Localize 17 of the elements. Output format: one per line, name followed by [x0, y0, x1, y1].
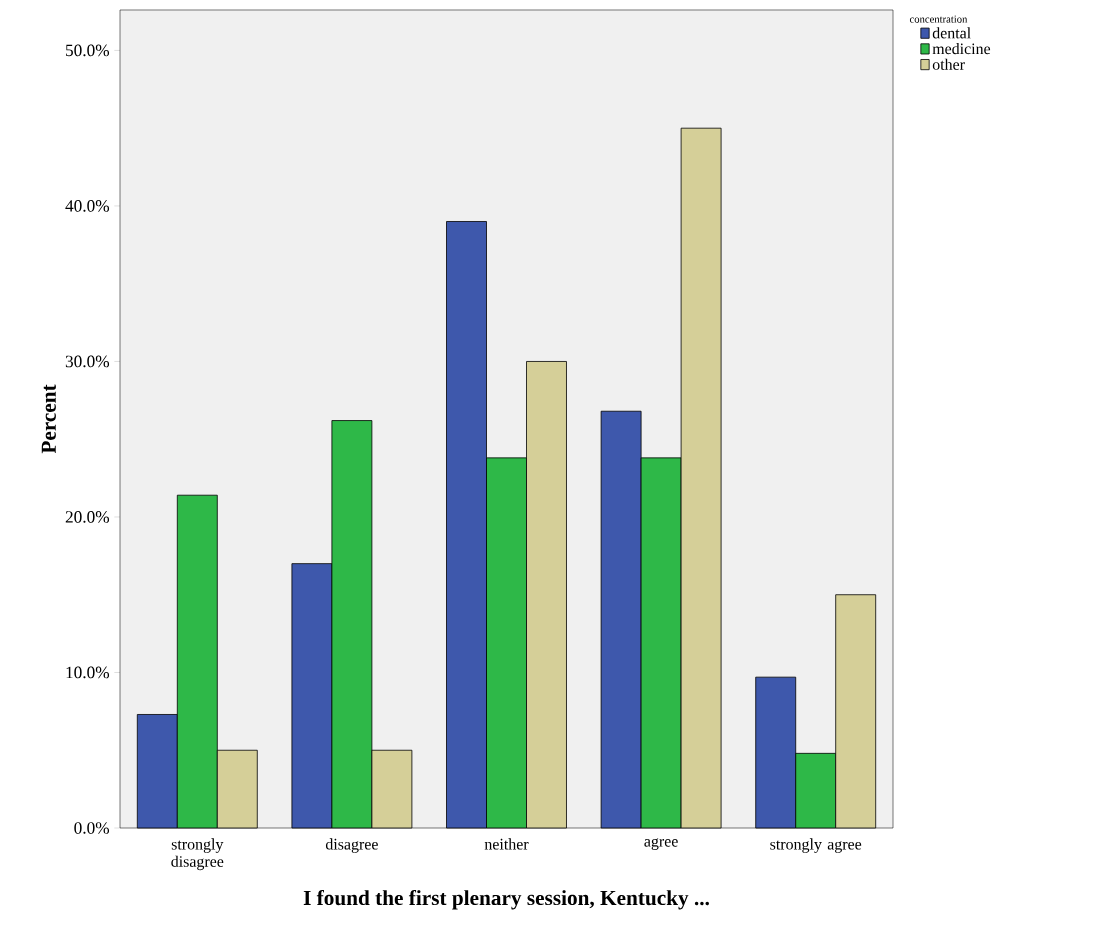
legend-label: medicine — [932, 42, 991, 55]
x-tick-label: strongly agree — [770, 838, 862, 853]
x-tick-label: disagree — [325, 838, 378, 853]
y-tick-label: 20.0% — [65, 511, 110, 523]
y-tick-label: 30.0% — [65, 355, 110, 368]
legend-title: concentration — [909, 15, 968, 23]
y-tick-label: 40.0% — [65, 200, 110, 212]
legend-label: dental — [932, 27, 971, 39]
y-tick-label: 0.0% — [74, 822, 110, 834]
x-axis-title: I found the first plenary session, Kentucky ... — [303, 889, 709, 910]
x-tick-label: agree — [644, 838, 678, 850]
y-tick-label: 10.0% — [66, 666, 110, 679]
y-tick-label: 50.0% — [66, 44, 110, 57]
x-tick-label: strongly disagree — [171, 838, 224, 871]
x-tick-label: neither — [484, 838, 529, 850]
y-axis-title: Percent — [41, 384, 56, 454]
legend-label: other — [932, 58, 965, 70]
